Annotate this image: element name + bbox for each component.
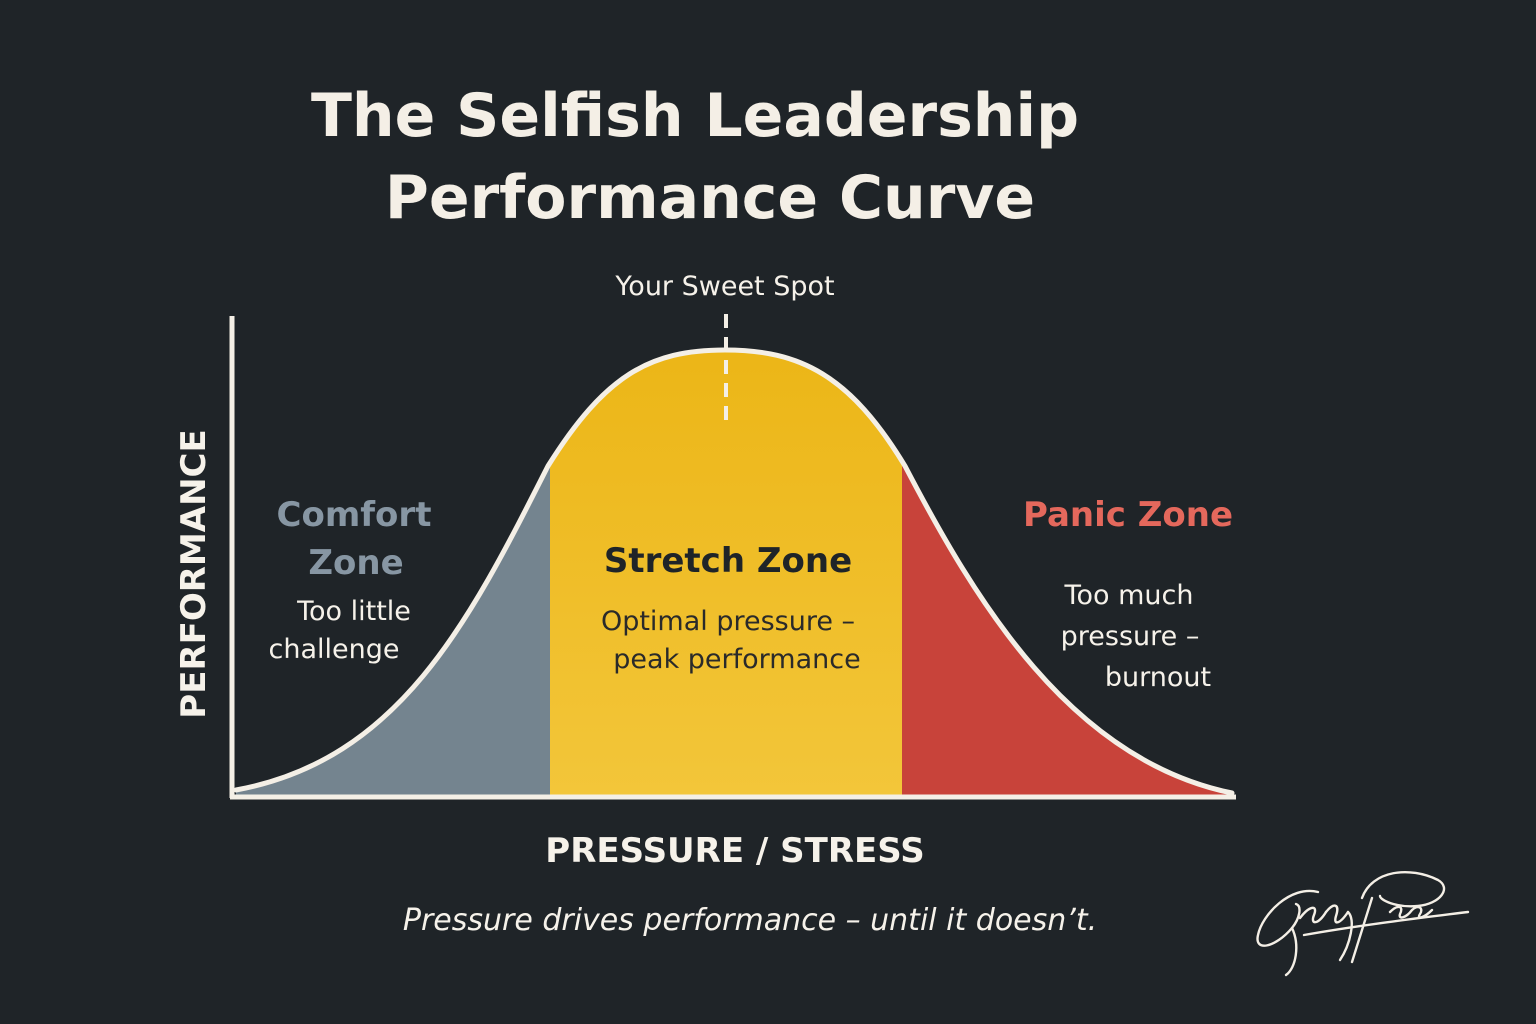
y-axis-label: PERFORMANCE — [174, 429, 214, 718]
panic-zone-title: Panic Zone — [1023, 495, 1233, 535]
comfort-zone-title-line-2: Zone — [308, 543, 403, 583]
comfort-zone-desc-line-1: Too little — [296, 596, 411, 627]
signature-gary-parsons — [1256, 871, 1470, 977]
x-axis-label: PRESSURE / STRESS — [545, 831, 924, 871]
comfort-zone-desc-line-2: challenge — [269, 634, 400, 665]
stretch-zone-desc-line-1: Optimal pressure – — [601, 606, 855, 637]
title-line-1: The Selfish Leadership — [311, 81, 1079, 151]
panic-zone-desc-line-1: Too much — [1064, 580, 1194, 611]
stretch-zone-area — [550, 350, 902, 798]
stretch-zone-desc-line-2: peak performance — [613, 644, 860, 675]
panic-zone-desc-line-3: burnout — [1105, 662, 1211, 693]
panic-zone-desc-line-2: pressure – — [1061, 621, 1200, 652]
sweet-spot-label: Your Sweet Spot — [614, 271, 834, 302]
stretch-zone-title: Stretch Zone — [604, 541, 852, 581]
title-line-2: Performance Curve — [385, 163, 1035, 233]
caption: Pressure drives performance – until it d… — [403, 903, 1097, 938]
comfort-zone-title-line-1: Comfort — [277, 495, 432, 535]
